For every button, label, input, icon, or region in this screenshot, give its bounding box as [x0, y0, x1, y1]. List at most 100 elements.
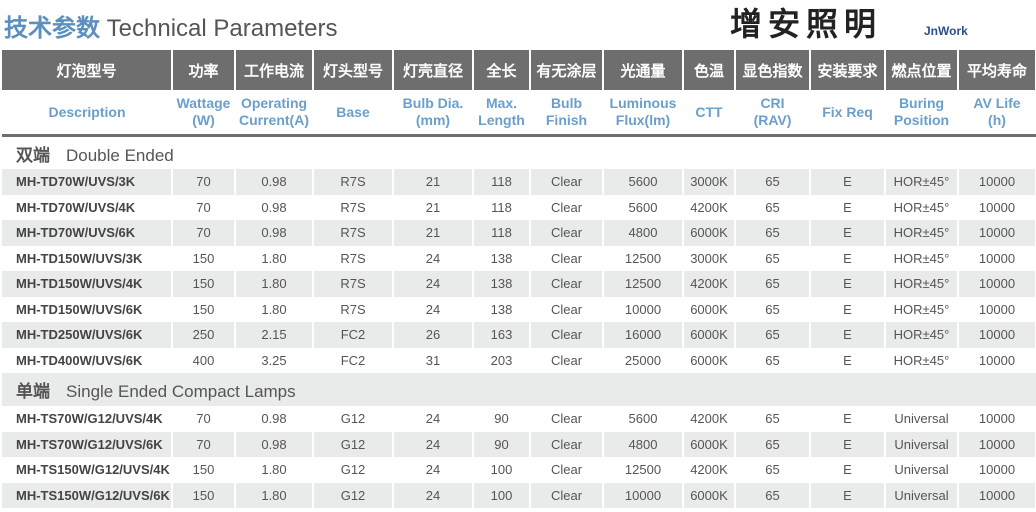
- column-header-cn: 有无涂层: [530, 50, 604, 90]
- table-cell: 2.15: [235, 322, 314, 348]
- table-cell: MH-TD150W/UVS/3K: [2, 245, 173, 271]
- table-row: MH-TD150W/UVS/3K 150 1.80 R7S 24 138 Clear 1250…: [2, 245, 1036, 271]
- table-cell: 10000: [958, 322, 1036, 348]
- table-cell: Clear: [530, 194, 604, 220]
- table-cell: Clear: [530, 220, 604, 246]
- table-cell: 65: [735, 245, 811, 271]
- table-cell: 138: [473, 245, 531, 271]
- table-cell: 6000K: [683, 322, 736, 348]
- table-cell: R7S: [313, 169, 394, 195]
- table-cell: 31: [393, 347, 474, 373]
- table-cell: 203: [473, 347, 531, 373]
- table-cell: 10000: [958, 347, 1036, 373]
- column-header-en: Fix Req: [810, 90, 885, 137]
- column-header-cn: 平均寿命: [958, 50, 1036, 90]
- table-cell: E: [810, 347, 886, 373]
- table-cell: 118: [473, 194, 531, 220]
- table-cell: 4200K: [683, 271, 736, 297]
- table-row: MH-TD150W/UVS/6K 150 1.80 R7S 24 138 Clear 1000…: [2, 296, 1036, 322]
- table-row: MH-TD70W/UVS/3K 70 0.98 R7S 21 118 Clear 5600 30…: [2, 169, 1036, 195]
- table-cell: 10000: [958, 296, 1036, 322]
- header-line: (W): [192, 112, 215, 128]
- table-cell: G12: [313, 406, 394, 432]
- table-cell: FC2: [313, 347, 394, 373]
- column-header-en: Bulb Finish: [530, 90, 603, 137]
- table-cell: 1.80: [235, 271, 314, 297]
- table-cell: 3000K: [683, 245, 736, 271]
- column-header-en: Description: [2, 90, 172, 137]
- table-cell: 65: [735, 271, 811, 297]
- header-line: Current(A): [239, 112, 309, 128]
- header-line: Length: [478, 112, 525, 128]
- section-title: 单端 Single Ended Compact Lamps: [2, 373, 1036, 406]
- table-cell: 10000: [958, 169, 1036, 195]
- table-cell: E: [810, 194, 886, 220]
- table-cell: E: [810, 245, 886, 271]
- table-cell: 65: [735, 322, 811, 348]
- table-cell: 12500: [603, 457, 684, 483]
- header-line: Base: [336, 103, 370, 120]
- table-cell: Clear: [530, 457, 604, 483]
- table-cell: 21: [393, 220, 474, 246]
- table-cell: 10000: [958, 245, 1036, 271]
- table-cell: 1.80: [235, 296, 314, 322]
- table-cell: 150: [172, 271, 236, 297]
- header-line: CRI: [760, 95, 785, 111]
- table-cell: 70: [172, 406, 236, 432]
- header-line: Max.: [485, 95, 518, 111]
- table-cell: 12500: [603, 271, 684, 297]
- table-cell: E: [810, 322, 886, 348]
- table-cell: 65: [735, 296, 811, 322]
- table-cell: 6000K: [683, 482, 736, 508]
- table-cell: 118: [473, 169, 531, 195]
- table-cell: R7S: [313, 194, 394, 220]
- table-cell: 400: [172, 347, 236, 373]
- table-cell: 65: [735, 169, 811, 195]
- watermark-logo: 增安照明: [700, 2, 912, 46]
- column-header-cn: 全长: [473, 50, 531, 90]
- page-title: 技术参数 Technical Parameters: [4, 15, 338, 42]
- column-header-cn: 燃点位置: [885, 50, 959, 90]
- table-cell: E: [810, 431, 886, 457]
- table-cell: MH-TD250W/UVS/6K: [2, 322, 173, 348]
- table-cell: 100: [473, 457, 531, 483]
- table-cell: 24: [393, 406, 474, 432]
- table-cell: Clear: [530, 406, 604, 432]
- table-cell: Universal: [885, 431, 959, 457]
- table-cell: Clear: [530, 347, 604, 373]
- table-cell: G12: [313, 482, 394, 508]
- table-cell: 6000K: [683, 347, 736, 373]
- table-cell: HOR±45°: [885, 245, 959, 271]
- column-header-cn: 显色指数: [735, 50, 811, 90]
- table-cell: HOR±45°: [885, 169, 959, 195]
- table-cell: 10000: [958, 194, 1036, 220]
- section-title-en: Double Ended: [66, 145, 174, 165]
- table-cell: E: [810, 271, 886, 297]
- table-row: MH-TD150W/UVS/4K 150 1.80 R7S 24 138 Clear 1250…: [2, 271, 1036, 297]
- column-header-cn: 灯泡型号: [2, 50, 173, 90]
- table-cell: 1.80: [235, 245, 314, 271]
- table-row: MH-TS150W/G12/UVS/6K 150 1.80 G12 24 100 Clear…: [2, 482, 1036, 508]
- table-cell: 250: [172, 322, 236, 348]
- table-cell: 10000: [958, 406, 1036, 432]
- table-cell: 10000: [958, 431, 1036, 457]
- table-cell: Universal: [885, 406, 959, 432]
- header-line: Description: [48, 103, 126, 120]
- header-line: CTT: [695, 103, 723, 120]
- table-cell: 3000K: [683, 169, 736, 195]
- header-line: Bulb: [550, 95, 583, 111]
- table-cell: 150: [172, 296, 236, 322]
- table-cell: R7S: [313, 220, 394, 246]
- section-header: 双端 Double Ended: [2, 136, 1036, 170]
- column-header-cn: 功率: [172, 50, 236, 90]
- table-cell: 4200K: [683, 194, 736, 220]
- table-cell: E: [810, 406, 886, 432]
- table-cell: MH-TS70W/G12/UVS/6K: [2, 431, 173, 457]
- table-cell: 24: [393, 482, 474, 508]
- column-header-en: Max. Length: [473, 90, 530, 137]
- table-cell: 118: [473, 220, 531, 246]
- table-cell: 65: [735, 194, 811, 220]
- table-cell: 4800: [603, 220, 684, 246]
- table-cell: HOR±45°: [885, 296, 959, 322]
- table-cell: E: [810, 220, 886, 246]
